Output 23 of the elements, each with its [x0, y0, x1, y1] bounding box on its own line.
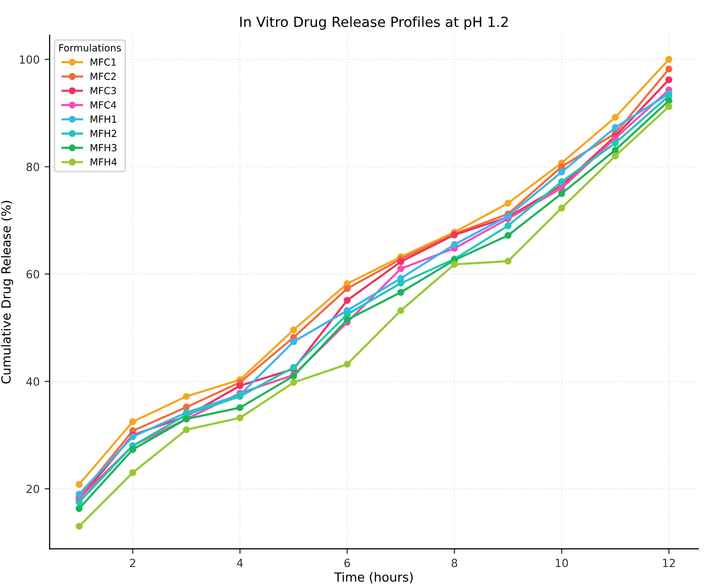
legend-label: MFC1 [90, 58, 116, 66]
legend-label: MFH4 [90, 158, 117, 166]
x-tick-label: 2 [130, 558, 136, 568]
y-tick-label: 40 [26, 377, 40, 386]
x-tick-label: 6 [344, 558, 350, 568]
legend-title: Formulations [59, 44, 121, 52]
legend-label: MFH2 [90, 130, 116, 137]
x-tick-label: 10 [556, 558, 568, 568]
x-axis-title: Time (hours) [334, 572, 413, 584]
chart-title: In Vitro Drug Release Profiles at pH 1.2 [240, 16, 508, 30]
x-tick-label: 8 [452, 558, 458, 568]
x-tick-label: 12 [663, 558, 675, 568]
y-tick-label: 20 [26, 484, 40, 494]
y-axis-title: Cumulative Drug Release (%) [1, 200, 14, 384]
y-tick-label: 60 [26, 270, 40, 278]
y-tick-label: 100 [20, 55, 40, 64]
legend-label: MFH1 [90, 116, 116, 123]
legend-label: MFH3 [90, 144, 116, 152]
x-tick-label: 4 [236, 558, 243, 568]
legend-label: MFC3 [90, 86, 116, 94]
legend-label: MFC4 [90, 101, 116, 109]
legend-label: MFC2 [90, 72, 116, 80]
y-tick-label: 80 [26, 162, 40, 172]
